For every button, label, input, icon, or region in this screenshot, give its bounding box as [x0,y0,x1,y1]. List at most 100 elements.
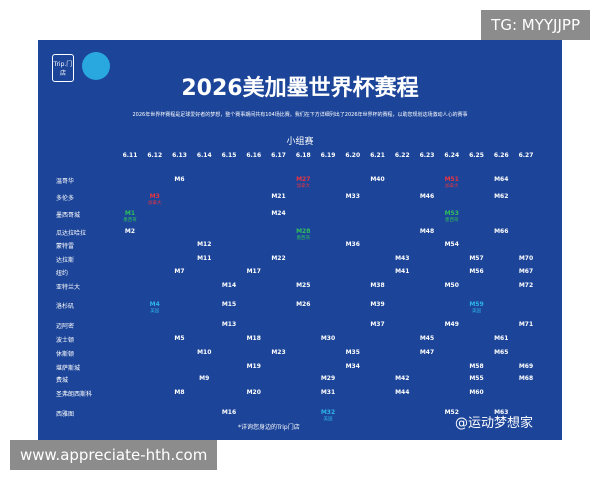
match: M47 [419,349,435,356]
match: M28 墨西哥 [296,228,311,241]
host-label: 加拿大 [148,201,162,206]
match: M41 [395,268,410,275]
date-header: 6.13 [172,152,187,159]
match: M70 [518,255,534,262]
match: M6 [174,176,185,183]
match: M67 [518,268,534,275]
match: M61 [494,335,509,342]
match: M1 墨西哥 [123,210,137,223]
title: 2026美加墨世界杯赛程 [181,76,419,101]
match: M72 [518,282,534,289]
city: 温哥华 [56,178,75,185]
city: 亚特兰大 [56,284,81,291]
match: M69 [518,363,534,370]
subtitle: 2026年世界杯赛程是足球爱好者的梦想，整个赛事期间共有104场比赛。我们在下方… [132,112,468,118]
match: M66 [494,228,509,235]
match: M58 [469,363,484,370]
match: M31 [320,389,336,396]
date-header: 6.25 [469,152,484,159]
match: M13 [221,321,237,328]
match: M16 [221,409,237,416]
match: M27 加拿大 [296,176,311,189]
match: M36 [345,241,360,248]
match: M11 [197,255,212,262]
match: M32 美国 [320,409,336,422]
match: M22 [271,255,286,262]
match: M19 [246,363,261,370]
city: 西雅图 [56,411,75,418]
city: 纽约 [56,270,69,277]
date-header: 6.15 [221,152,237,159]
city: 多伦多 [56,195,75,202]
match: M43 [395,255,410,262]
match: M9 [199,375,210,382]
match: M15 [221,301,237,308]
host-label: 加拿大 [296,184,310,189]
watermark-bottom: www.appreciate-hth.com [10,440,218,470]
host-label: 墨西哥 [444,218,459,223]
match: M54 [444,241,459,248]
match: M37 [370,321,385,328]
match: M50 [444,282,459,289]
match: M3 加拿大 [148,193,162,206]
date-header: 6.23 [419,152,435,159]
city: 堪萨斯城 [56,365,81,372]
match: M12 [197,241,212,248]
date-header: 6.27 [518,152,534,159]
watermark-author: @运动梦想家 [455,416,534,431]
footer: *详询您身边的Trip门店 [238,424,300,431]
match: M46 [419,193,435,200]
date-header: 6.14 [196,152,212,159]
match: M20 [246,389,261,396]
city: 迈阿密 [56,323,75,330]
match: M49 [444,321,459,328]
match: M30 [320,335,336,342]
city: 休斯顿 [56,351,75,358]
city: 瓜达拉哈拉 [56,230,87,237]
city: 墨西哥城 [56,212,81,219]
poster: Trip.门店 2026美加墨世界杯赛程 2026年世界杯赛程是足球爱好者的梦想… [38,40,562,440]
match: M21 [271,193,286,200]
logo-icon [82,52,110,80]
match: M10 [197,349,212,356]
match: M40 [370,176,385,183]
host-label: 美国 [323,417,333,422]
city: 洛杉矶 [56,303,75,310]
match: M63 [494,409,509,416]
match: M24 [271,210,286,217]
date-header: 6.11 [122,152,138,159]
city: 波士顿 [56,337,75,344]
match: M64 [494,176,509,183]
date-header: 6.19 [320,152,336,159]
match: M56 [469,268,484,275]
match: M51 加拿大 [444,176,459,189]
city: 圣弗朗西斯科 [56,391,93,398]
match: M5 [174,335,185,342]
city: 蒙特雷 [56,243,75,250]
date-header: 6.20 [345,152,361,159]
date-header: 6.22 [394,152,410,159]
match: M26 [296,301,311,308]
match: M33 [345,193,360,200]
date-header: 6.21 [370,152,385,159]
match: M8 [174,389,185,396]
match: M23 [271,349,286,356]
match: M7 [174,268,185,275]
city: 费城 [56,377,69,384]
logo: Trip.门店 [52,54,74,82]
match: M2 [124,228,136,235]
match: M4 美国 [149,301,160,314]
match: M14 [221,282,237,289]
match: M71 [518,321,534,328]
match: M52 [444,409,459,416]
host-label: 加拿大 [444,184,459,189]
match: M39 [370,301,385,308]
match: M60 [469,389,484,396]
watermark-top: TG: MYYJJPP [481,10,590,40]
match: M42 [395,375,410,382]
date-header: 6.18 [295,152,311,159]
match: M53 墨西哥 [444,210,459,223]
match: M62 [494,193,509,200]
date-header: 6.17 [271,152,286,159]
